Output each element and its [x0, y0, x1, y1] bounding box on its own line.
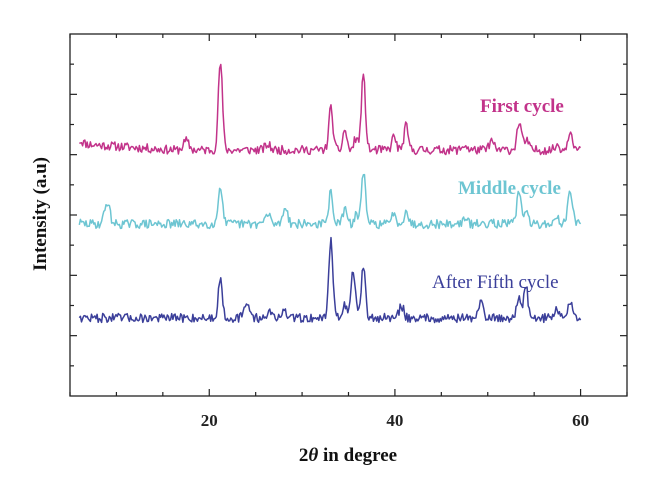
series-labels: First cycle Middle cycle After Fifth cycle	[432, 96, 564, 293]
series-line-2	[78, 173, 582, 230]
x-tick-label: 60	[572, 411, 589, 430]
plot-border	[69, 33, 628, 397]
y-axis-label: Intensity (a.u)	[30, 157, 51, 271]
series-line-1	[79, 63, 582, 156]
series-label-1: First cycle	[480, 96, 564, 117]
series-label-3: After Fifth cycle	[432, 272, 559, 293]
x-axis-label: 2θ in degree	[299, 445, 397, 466]
series-label-2: Middle cycle	[458, 178, 561, 199]
axis-ticks: 20 40 60	[69, 34, 628, 430]
x-tick-label: 20	[201, 411, 218, 430]
plot-frame	[69, 33, 628, 397]
series-lines	[78, 63, 582, 324]
x-tick-label: 40	[386, 411, 403, 430]
series-line-3	[78, 236, 582, 324]
